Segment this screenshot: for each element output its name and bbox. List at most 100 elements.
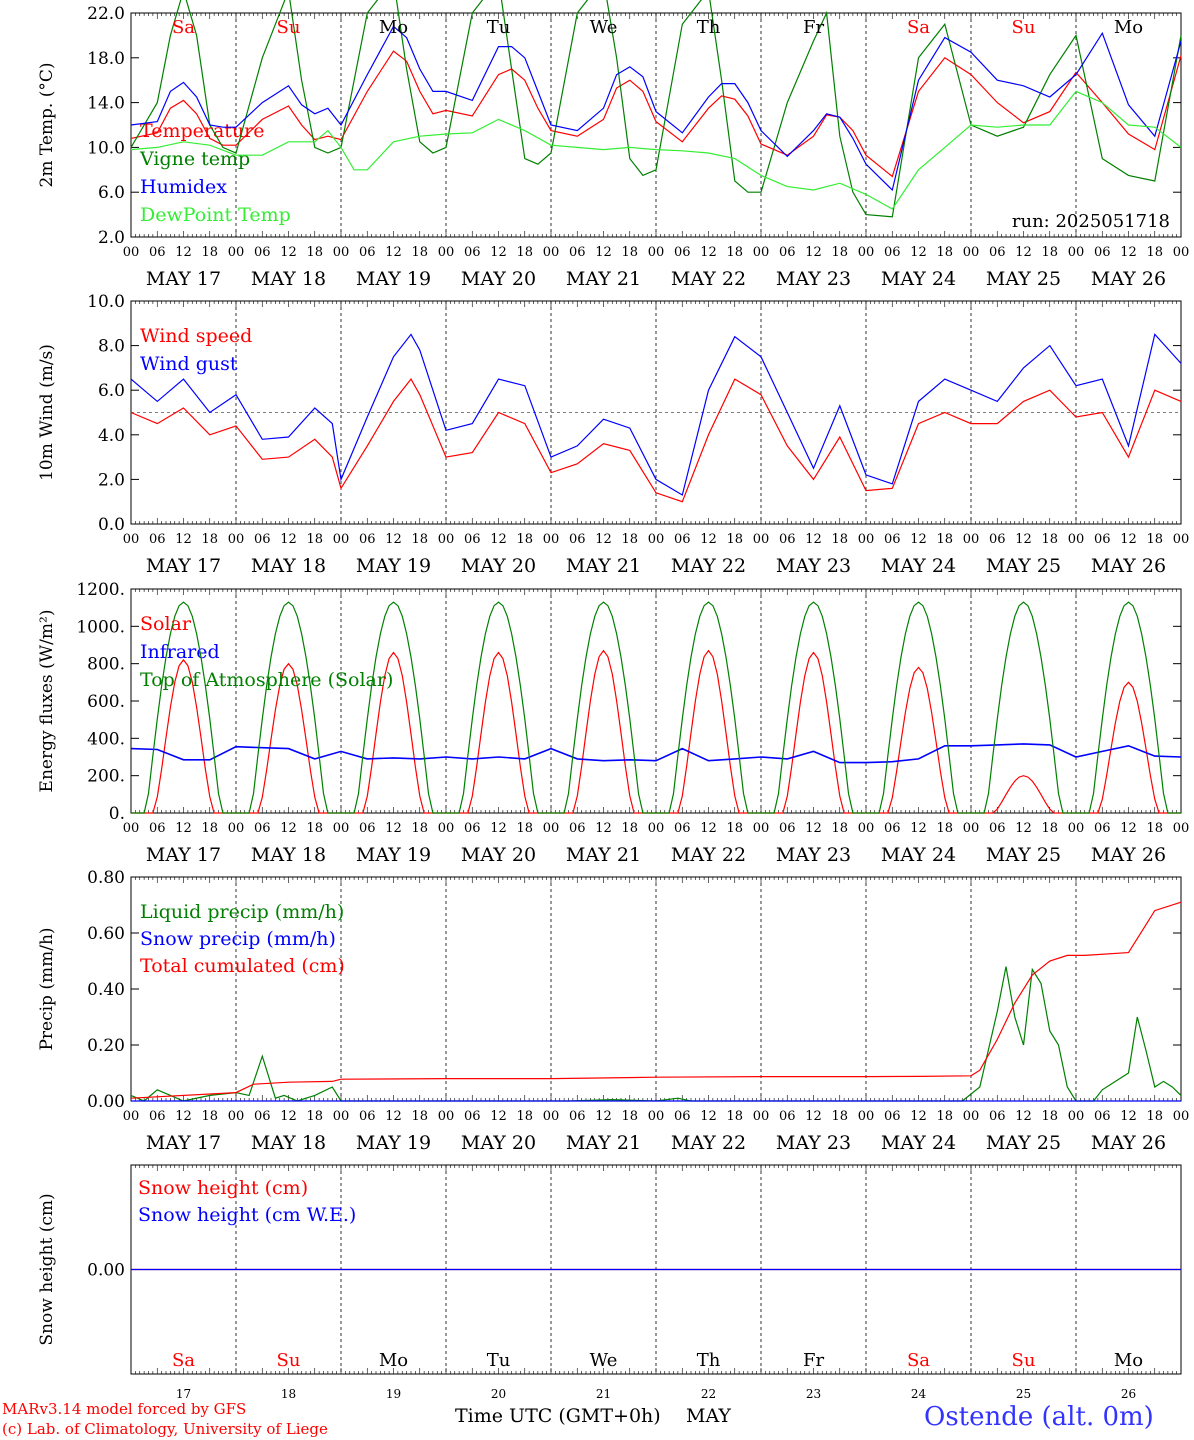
- temp-y-tick-label: 2.0: [98, 228, 125, 248]
- wind-hour-tick-label: 00: [333, 532, 350, 547]
- precip-hour-tick-label: 12: [280, 1109, 297, 1124]
- temp-legend-entry: Temperature: [140, 120, 264, 142]
- energy-y-axis-label: Energy fluxes (W/m²): [37, 610, 57, 793]
- precip-hour-tick-label: 06: [149, 1109, 166, 1124]
- temp-hour-tick-label: 18: [1041, 245, 1058, 260]
- wind-hour-tick-label: 18: [306, 532, 323, 547]
- precip-hour-tick-label: 06: [464, 1109, 481, 1124]
- precip-hour-tick-label: 18: [306, 1109, 323, 1124]
- precip-hour-tick-label: 18: [726, 1109, 743, 1124]
- x-axis-title: Time UTC (GMT+0h): [455, 1405, 661, 1427]
- temp-hour-tick-label: 06: [884, 245, 901, 260]
- energy-date-label: MAY 22: [671, 844, 746, 866]
- snow-y-axis-label: Snow height (cm): [37, 1193, 57, 1345]
- wind-y-tick-label: 10.0: [87, 292, 125, 312]
- energy-legend-entry: Solar: [140, 613, 192, 635]
- temp-date-label: MAY 23: [776, 268, 851, 290]
- precip-hour-tick-label: 12: [1015, 1109, 1032, 1124]
- wind-hour-tick-label: 12: [595, 532, 612, 547]
- energy-y-tick-label: 1200.: [76, 580, 125, 600]
- energy-hour-tick-label: 18: [1146, 821, 1163, 836]
- day-number-label: 24: [911, 1387, 927, 1401]
- energy-hour-tick-label: 06: [149, 821, 166, 836]
- energy-hour-tick-label: 12: [805, 821, 822, 836]
- temp-weekday-label: Su: [1012, 17, 1036, 38]
- snow-legend-entry: Snow height (cm W.E.): [138, 1204, 356, 1226]
- energy-hour-tick-label: 00: [963, 821, 980, 836]
- precip-hour-tick-label: 12: [805, 1109, 822, 1124]
- day-number-label: 26: [1121, 1387, 1136, 1401]
- energy-hour-tick-label: 06: [254, 821, 271, 836]
- energy-hour-tick-label: 06: [569, 821, 586, 836]
- wind-y-tick-label: 2.0: [98, 470, 125, 490]
- precip-date-label: MAY 17: [146, 1132, 221, 1154]
- energy-y-tick-label: 800.: [87, 655, 125, 675]
- wind-hour-tick-label: 12: [1015, 532, 1032, 547]
- energy-hour-tick-label: 12: [910, 821, 927, 836]
- precip-hour-tick-label: 18: [201, 1109, 218, 1124]
- temp-hour-tick-label: 06: [254, 245, 271, 260]
- energy-hour-tick-label: 06: [884, 821, 901, 836]
- energy-hour-tick-label: 00: [333, 821, 350, 836]
- temp-hour-tick-label: 18: [516, 245, 533, 260]
- wind-hour-tick-label: 06: [254, 532, 271, 547]
- precip-date-label: MAY 25: [986, 1132, 1061, 1154]
- wind-hour-tick-label: 06: [359, 532, 376, 547]
- wind-date-label: MAY 17: [146, 555, 221, 577]
- temp-weekday-label: Sa: [172, 17, 195, 38]
- wind-date-label: MAY 25: [986, 555, 1061, 577]
- precip-date-label: MAY 20: [461, 1132, 536, 1154]
- temp-date-label: MAY 22: [671, 268, 746, 290]
- energy-hour-tick-label: 00: [858, 821, 875, 836]
- energy-hour-tick-label: 00: [543, 821, 560, 836]
- energy-hour-tick-label: 18: [831, 821, 848, 836]
- energy-hour-tick-label: 00: [648, 821, 665, 836]
- energy-date-label: MAY 18: [251, 844, 326, 866]
- temp-hour-tick-label: 12: [385, 245, 402, 260]
- temp-y-tick-label: 10.0: [87, 138, 125, 158]
- precip-legend-entry: Snow precip (mm/h): [140, 928, 336, 950]
- precip-hour-tick-label: 00: [753, 1109, 770, 1124]
- temp-hour-tick-label: 12: [595, 245, 612, 260]
- temp-y-axis-label: 2m Temp. (°C): [37, 62, 57, 187]
- wind-hour-tick-label: 06: [569, 532, 586, 547]
- snow-weekday-label: Mo: [1114, 1350, 1143, 1371]
- wind-y-axis-label: 10m Wind (m/s): [37, 344, 57, 481]
- energy-legend-entry: Top of Atmosphere (Solar): [140, 669, 393, 691]
- wind-hour-tick-label: 00: [753, 532, 770, 547]
- temp-hour-tick-label: 00: [543, 245, 560, 260]
- precip-legend-entry: Liquid precip (mm/h): [140, 901, 344, 923]
- temp-weekday-label: Fr: [803, 17, 824, 38]
- energy-date-label: MAY 26: [1091, 844, 1166, 866]
- precip-hour-tick-label: 00: [648, 1109, 665, 1124]
- precip-hour-tick-label: 12: [175, 1109, 192, 1124]
- temp-hour-tick-label: 06: [569, 245, 586, 260]
- wind-date-label: MAY 20: [461, 555, 536, 577]
- precip-hour-tick-label: 00: [858, 1109, 875, 1124]
- energy-hour-tick-label: 06: [779, 821, 796, 836]
- precip-hour-tick-label: 00: [1068, 1109, 1085, 1124]
- wind-hour-tick-label: 00: [123, 532, 140, 547]
- precip-y-axis-label: Precip (mm/h): [37, 927, 57, 1050]
- energy-y-tick-label: 200.: [87, 767, 125, 787]
- precip-series-total-cumulated-cm: [130, 901, 1182, 1099]
- snow-weekday-label: Su: [277, 1350, 301, 1371]
- energy-hour-tick-label: 18: [621, 821, 638, 836]
- model-credit: MARv3.14 model forced by GFS: [2, 1400, 247, 1418]
- energy-hour-tick-label: 18: [1041, 821, 1058, 836]
- precip-date-label: MAY 24: [881, 1132, 956, 1154]
- precip-hour-tick-label: 12: [910, 1109, 927, 1124]
- wind-hour-tick-label: 18: [1041, 532, 1058, 547]
- energy-date-label: MAY 17: [146, 844, 221, 866]
- snow-weekday-label: Fr: [803, 1350, 824, 1371]
- temp-series-vigne-temp: [130, 0, 1182, 218]
- energy-hour-tick-label: 00: [228, 821, 245, 836]
- precip-legend-entry: Total cumulated (cm): [140, 955, 345, 977]
- energy-hour-tick-label: 00: [1068, 821, 1085, 836]
- energy-hour-tick-label: 12: [280, 821, 297, 836]
- precip-hour-tick-label: 06: [1094, 1109, 1111, 1124]
- temp-legend-entry: Humidex: [140, 176, 227, 198]
- temp-hour-tick-label: 00: [648, 245, 665, 260]
- precip-hour-tick-label: 18: [1146, 1109, 1163, 1124]
- energy-hour-tick-label: 00: [1173, 821, 1190, 836]
